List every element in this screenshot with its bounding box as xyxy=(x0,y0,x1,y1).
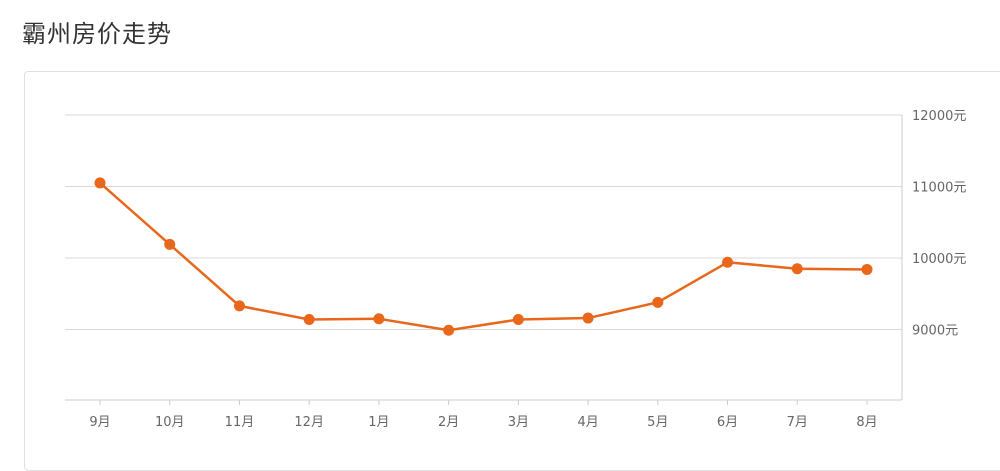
y-tick-label: 9000元 xyxy=(912,324,958,339)
x-tick-label: 5月 xyxy=(647,415,668,430)
data-point-1月[interactable] xyxy=(373,313,385,325)
x-tick-label: 8月 xyxy=(856,415,877,430)
grid-layer xyxy=(65,114,902,330)
x-tick-label: 9月 xyxy=(89,415,110,430)
data-point-4月[interactable] xyxy=(582,312,594,324)
x-tick-label: 7月 xyxy=(787,415,808,430)
page-title: 霸州房价走势 xyxy=(22,20,172,48)
y-tick-label: 12000元 xyxy=(912,109,966,124)
x-tick-label: 2月 xyxy=(438,415,459,430)
chart-card xyxy=(24,71,1000,471)
x-tick-label: 6月 xyxy=(717,415,738,430)
data-point-11月[interactable] xyxy=(233,300,245,312)
axis-layer xyxy=(65,115,903,405)
x-tick-label: 1月 xyxy=(368,415,389,430)
price-trend-chart: 12000元 11000元 10000元 9000元 9月 10月 11月 12月 1月 2月 3月… xyxy=(65,109,966,430)
x-tick-label: 12月 xyxy=(294,415,324,430)
y-tick-label: 10000元 xyxy=(912,252,966,267)
data-point-9月[interactable] xyxy=(94,177,106,189)
data-point-7月[interactable] xyxy=(791,263,803,275)
price-series-line xyxy=(98,181,869,332)
x-tick-label: 3月 xyxy=(508,415,529,430)
y-tick-label: 11000元 xyxy=(912,181,966,196)
data-point-6月[interactable] xyxy=(722,256,734,268)
data-point-10月[interactable] xyxy=(164,238,176,250)
data-point-3月[interactable] xyxy=(512,313,524,325)
data-point-12月[interactable] xyxy=(303,313,315,325)
x-tick-label: 11月 xyxy=(225,415,255,430)
data-point-8月[interactable] xyxy=(861,263,873,275)
data-point-2月[interactable] xyxy=(443,324,455,336)
x-tick-label: 4月 xyxy=(577,415,598,430)
label-layer: 12000元 11000元 10000元 9000元 9月 10月 11月 12月 1月 2月 3月… xyxy=(89,109,966,430)
series-layer xyxy=(94,177,873,336)
x-tick-label: 10月 xyxy=(155,415,185,430)
data-point-5月[interactable] xyxy=(652,296,664,308)
